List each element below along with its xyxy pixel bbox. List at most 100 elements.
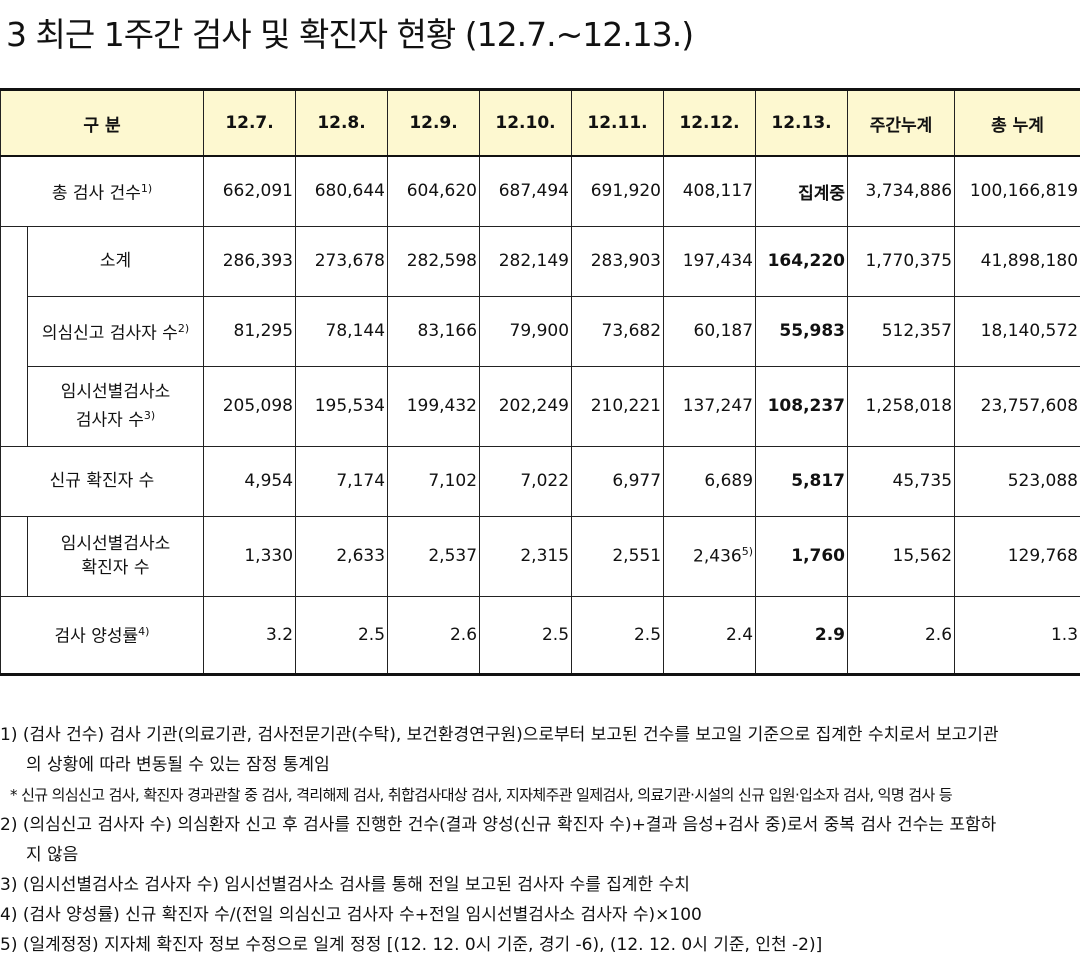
table-cell: 691,920	[571, 155, 665, 227]
footnote-1-cont: 의 상황에 따라 변동될 수 있는 잠정 통계임	[26, 755, 330, 775]
table-cell: 15,562	[847, 515, 956, 597]
header-date: 12.10.	[479, 89, 573, 157]
table-cell: 195,534	[295, 365, 389, 447]
table-cell: 2,315	[479, 515, 573, 597]
table-cell: 100,166,819	[954, 155, 1080, 227]
table-cell: 3,734,886	[847, 155, 956, 227]
row-label: 임시선별검사소 확진자 수	[26, 515, 205, 597]
header-date: 12.7.	[203, 89, 297, 157]
table-cell: 1,330	[203, 515, 297, 597]
table-cell: 7,102	[387, 445, 481, 517]
table-cell: 2.6	[387, 595, 481, 675]
row-label: 임시선별검사소 검사자 수3)	[26, 365, 205, 447]
table-row: 임시선별검사소 검사자 수3) 205,098 195,534 199,432 …	[1, 365, 1080, 447]
header-date: 12.9.	[387, 89, 481, 157]
table-cell: 4,954	[203, 445, 297, 517]
table-cell: 137,247	[663, 365, 757, 447]
table-cell: 273,678	[295, 225, 389, 297]
table-cell: 283,903	[571, 225, 665, 297]
row-label: 검사 양성률4)	[0, 595, 205, 675]
table-cell: 662,091	[203, 155, 297, 227]
table-cell: 45,735	[847, 445, 956, 517]
table-cell: 2.6	[847, 595, 956, 675]
table-cell: 205,098	[203, 365, 297, 447]
footnote-marker: 1)	[140, 181, 153, 195]
table-cell: 1,770,375	[847, 225, 956, 297]
table-cell: 5,817	[755, 445, 849, 517]
table-cell: 78,144	[295, 295, 389, 367]
table-row: 검사 양성률4) 3.2 2.5 2.6 2.5 2.5 2.4 2.9 2.6…	[0, 595, 1080, 675]
table-cell: 23,757,608	[954, 365, 1080, 447]
table-cell: 2,633	[295, 515, 389, 597]
table-cell: 202,249	[479, 365, 573, 447]
row-label-line1: 임시선별검사소	[60, 534, 171, 554]
footnote-2-cont: 지 않음	[26, 845, 79, 865]
table-cell: 199,432	[387, 365, 481, 447]
row-label: 소계	[26, 225, 205, 297]
table-row: 총 검사 건수1) 662,091 680,644 604,620 687,49…	[0, 155, 1080, 227]
row-label: 신규 확진자 수	[0, 445, 205, 517]
header-weekly-total: 주간누계	[847, 89, 956, 157]
table-row: 의심신고 검사자 수2) 81,295 78,144 83,166 79,900…	[1, 295, 1080, 367]
row-label-text: 의심신고 검사자 수	[41, 323, 178, 344]
table-row: 소계 286,393 273,678 282,598 282,149 283,9…	[0, 225, 1080, 446]
table-cell: 1.3	[954, 595, 1080, 675]
footnote-marker: 3)	[143, 408, 156, 422]
header-date: 12.8.	[295, 89, 389, 157]
table-cell: 164,220	[755, 225, 849, 297]
table-cell: 83,166	[387, 295, 481, 367]
table-cell: 7,022	[479, 445, 573, 517]
table-cell: 687,494	[479, 155, 573, 227]
row-label-line1: 임시선별검사소	[60, 381, 171, 402]
table-cell: 81,295	[203, 295, 297, 367]
table-cell: 2,551	[571, 515, 665, 597]
header-category: 구 분	[0, 89, 205, 157]
header-cumulative-total: 총 누계	[954, 89, 1080, 157]
footnote-2: 2) (의심신고 검사자 수) 의심환자 신고 후 검사를 진행한 건수(결과 …	[0, 815, 997, 835]
footnote-marker: 4)	[138, 625, 150, 639]
table-cell: 1,258,018	[847, 365, 956, 447]
header-date: 12.11.	[571, 89, 665, 157]
table-cell: 286,393	[203, 225, 297, 297]
row-label: 의심신고 검사자 수2)	[26, 295, 205, 367]
weekly-stats-table: 구 분 12.7. 12.8. 12.9. 12.10. 12.11. 12.1…	[0, 88, 1080, 676]
table-cell: 2.5	[295, 595, 389, 675]
table-cell: 79,900	[479, 295, 573, 367]
table-cell: 680,644	[295, 155, 389, 227]
footnote-marker: 2)	[177, 321, 190, 335]
footnote-marker: 5)	[741, 545, 754, 559]
table-cell: 집계중	[755, 155, 849, 227]
footnote-5: 5) (일계정정) 지자체 확진자 정보 수정으로 일계 정정 [(12. 12…	[0, 935, 823, 955]
table-cell: 2.5	[479, 595, 573, 675]
footnote-4: 4) (검사 양성률) 신규 확진자 수/(전일 의심신고 검사자 수+전일 임…	[0, 905, 702, 925]
footnotes: 1) (검사 건수) 검사 기관(의료기관, 검사전문기관(수탁), 보건환경연…	[0, 720, 1080, 960]
table-cell: 210,221	[571, 365, 665, 447]
table-row: 임시선별검사소 확진자 수 1,330 2,633 2,537 2,315 2,…	[0, 515, 1080, 597]
table-cell: 60,187	[663, 295, 757, 367]
table-cell: 18,140,572	[954, 295, 1080, 367]
row-label-text: 검사 양성률	[54, 626, 139, 647]
footnote-1: 1) (검사 건수) 검사 기관(의료기관, 검사전문기관(수탁), 보건환경연…	[0, 725, 999, 745]
row-label-line2: 확진자 수	[81, 558, 150, 578]
footnote-1-detail: * 신규 의심신고 검사, 확진자 경과관찰 중 검사, 격리해제 검사, 취합…	[10, 786, 953, 804]
header-date: 12.12.	[663, 89, 757, 157]
table-cell: 6,977	[571, 445, 665, 517]
page-title: 3 최근 1주간 검사 및 확진자 현황 (12.7.~12.13.)	[6, 15, 694, 54]
table-cell: 2,4365)	[663, 515, 757, 597]
table-cell: 523,088	[954, 445, 1080, 517]
indent-spacer	[0, 226, 28, 446]
table-cell: 73,682	[571, 295, 665, 367]
table-cell: 2.5	[571, 595, 665, 675]
indent-spacer	[0, 516, 28, 596]
header-row: 구 분 12.7. 12.8. 12.9. 12.10. 12.11. 12.1…	[0, 89, 1080, 157]
table-cell: 2.4	[663, 595, 757, 675]
table-cell: 41,898,180	[954, 225, 1080, 297]
table-cell: 108,237	[755, 365, 849, 447]
table-cell: 282,149	[479, 225, 573, 297]
cell-value: 2,436	[693, 546, 742, 567]
table-cell: 3.2	[203, 595, 297, 675]
table-cell: 604,620	[387, 155, 481, 227]
row-label-text: 총 검사 건수	[51, 183, 141, 204]
table-cell: 6,689	[663, 445, 757, 517]
footnote-3: 3) (임시선별검사소 검사자 수) 임시선별검사소 검사를 통해 전일 보고된…	[0, 875, 690, 895]
